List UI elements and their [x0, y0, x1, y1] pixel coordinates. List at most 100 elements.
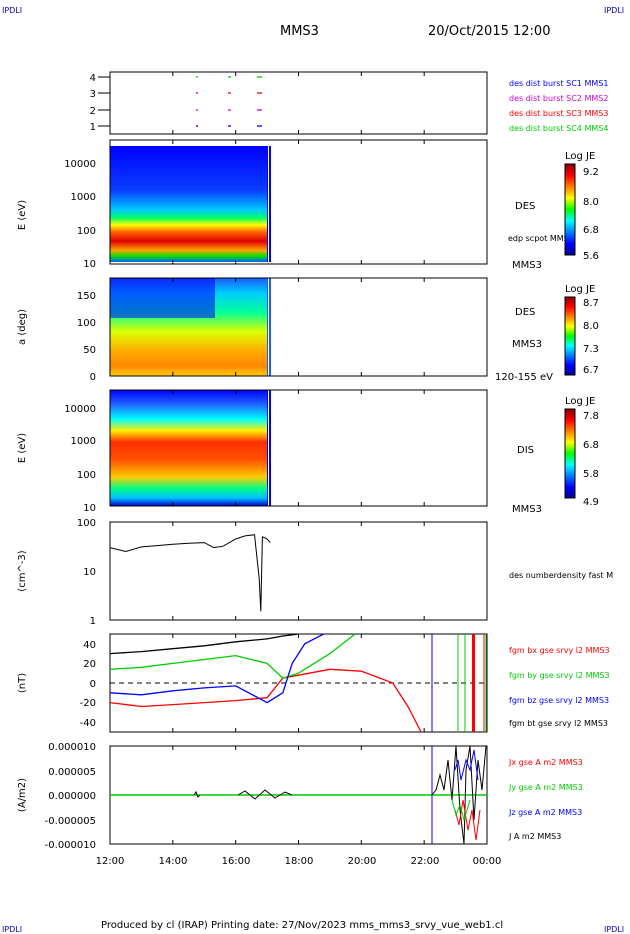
- fgm-ytick-m40: -40: [80, 718, 96, 729]
- current-legend-j: J A m2 MMS3: [508, 832, 561, 841]
- dis-energy-ytick-100: 100: [77, 470, 96, 481]
- current-noise-burst: [237, 789, 293, 800]
- footer-credit: Produced by cl (IRAP) Printing date: 27/…: [101, 920, 503, 931]
- des-pitch-ytick-100: 100: [77, 318, 96, 329]
- fgm-legend-bx: fgm bx gse srvy l2 MMS3: [509, 646, 610, 655]
- fgm-ytick-20: 20: [83, 659, 96, 670]
- des-pitch-cbar-tick-0: 8.7: [583, 298, 599, 309]
- fgm-ytick-m20: -20: [80, 698, 96, 709]
- des-pitch-colorbar: [564, 296, 576, 376]
- fgm-series-bx: [109, 668, 422, 733]
- burst-legend-mms2: des dist burst SC2 MMS2: [509, 94, 608, 103]
- burst-ytick-1: 1: [90, 122, 96, 133]
- fgm-legend-bt: fgm bt gse srvy l2 MMS3: [509, 719, 608, 728]
- dis-energy-cbar-title: Log JE: [565, 396, 595, 407]
- panel-burst-frame: [109, 71, 488, 135]
- dis-energy-ytick-10000: 10000: [64, 404, 96, 415]
- current-ytick-2: 0.000000: [48, 791, 96, 802]
- current-spike-green: [451, 799, 471, 822]
- current-spike-blue-2: [454, 749, 479, 781]
- burst-legend-mms4: des dist burst SC4 MMS4: [509, 124, 608, 133]
- dis-energy-spectrogram: [110, 390, 267, 506]
- panel-des-pitch: a (deg) 150 100 50 0 DES MMS3 120-155 eV…: [17, 277, 599, 383]
- panel-des-energy: E (eV) 10000 1000 100 10 DES edp scpot M…: [17, 139, 599, 271]
- current-legend-jx: Jx gse A m2 MMS3: [508, 758, 583, 767]
- fgm-ytick-40: 40: [83, 640, 96, 651]
- dis-energy-ylabel: E (eV): [17, 433, 28, 463]
- fgm-spike-red: [472, 634, 475, 732]
- dis-energy-ytick-1000: 1000: [71, 436, 96, 447]
- panel-dis-energy: E (eV) 10000 1000 100 10 DIS MMS3 Log JE…: [17, 389, 599, 515]
- xtick-1600: 16:00: [222, 856, 251, 867]
- des-energy-cbar-tick-3: 5.6: [583, 251, 599, 262]
- fgm-series-bt: [109, 633, 299, 655]
- dis-energy-cbar-tick-3: 4.9: [583, 497, 599, 508]
- burst-ytick-2: 2: [90, 106, 96, 117]
- current-ytick-0: 0.000010: [48, 742, 96, 753]
- edp-scpot-label: edp scpot MMS3: [508, 234, 574, 243]
- des-energy-cbar-tick-1: 8.0: [583, 197, 599, 208]
- xtick-0000: 00:00: [473, 856, 502, 867]
- dis-energy-cbar-tick-0: 7.8: [583, 411, 599, 422]
- dis-energy-ytick-10: 10: [83, 503, 96, 514]
- burst-legend-mms3: des dist burst SC3 MMS3: [509, 109, 608, 118]
- des-pitch-energy-range: 120-155 eV: [495, 372, 553, 383]
- density-ytick-10: 10: [83, 567, 96, 578]
- des-energy-spectrogram: [110, 146, 267, 262]
- fgm-series-by: [109, 633, 356, 679]
- des-energy-ytick-1000: 1000: [71, 192, 96, 203]
- des-energy-sc-label: MMS3: [512, 260, 542, 271]
- current-ytick-3: -0.000005: [45, 816, 96, 827]
- des-energy-label: DES: [515, 201, 535, 212]
- current-ytick-1: 0.000005: [48, 767, 96, 778]
- density-ytick-1: 1: [90, 616, 96, 627]
- current-spike-black: [431, 745, 487, 845]
- current-ylabel: (A/m2): [17, 778, 28, 812]
- spacecraft-title: MMS3: [280, 24, 319, 39]
- density-ylabel: (cm^-3): [17, 550, 28, 591]
- des-pitch-cbar-tick-1: 8.0: [583, 321, 599, 332]
- burst-legend-mms1: des dist burst SC1 MMS1: [509, 79, 608, 88]
- density-ytick-100: 100: [77, 518, 96, 529]
- des-pitch-ytick-150: 150: [77, 291, 96, 302]
- current-legend-jy: Jy gse A m2 MMS3: [508, 783, 583, 792]
- des-pitch-cbar-tick-2: 7.3: [583, 344, 599, 355]
- corner-tag-br: IPDLI: [604, 925, 624, 934]
- des-energy-ylabel: E (eV): [17, 200, 28, 230]
- corner-tag-tr: IPDLI: [604, 6, 624, 15]
- dis-energy-cbar-tick-1: 6.8: [583, 440, 599, 451]
- density-legend: des numberdensity fast M: [509, 571, 613, 580]
- des-pitch-label: DES: [515, 307, 535, 318]
- fgm-legend-by: fgm by gse srvy l2 MMS3: [509, 671, 610, 680]
- fgm-series-bz: [109, 633, 324, 704]
- xtick-1200: 12:00: [96, 856, 125, 867]
- burst-ytick-3: 3: [90, 89, 96, 100]
- fgm-ytick-0: 0: [90, 679, 96, 690]
- current-spike-red: [454, 799, 481, 841]
- panel-fgm: (nT) 40 20 0 -20 -40 fgm bx gse srvy l2 …: [17, 633, 610, 733]
- des-energy-ytick-10000: 10000: [64, 159, 96, 170]
- dis-energy-label: DIS: [517, 445, 534, 456]
- des-pitch-ylabel: a (deg): [17, 309, 28, 345]
- dis-energy-cbar-tick-2: 5.8: [583, 469, 599, 480]
- burst-ytick-4: 4: [90, 73, 96, 84]
- fgm-ylabel: (nT): [17, 673, 28, 693]
- des-energy-cbar-title: Log JE: [565, 151, 595, 162]
- xtick-2000: 20:00: [348, 856, 377, 867]
- panel-density-frame: [109, 521, 488, 621]
- dis-energy-colorbar: [564, 408, 576, 499]
- current-ytick-4: -0.000010: [45, 840, 96, 851]
- xtick-1800: 18:00: [285, 856, 314, 867]
- panel-current: (A/m2) 0.000010 0.000005 0.000000 -0.000…: [17, 742, 583, 867]
- panel-density: (cm^-3) 100 10 1 des numberdensity fast …: [17, 518, 613, 627]
- des-energy-ytick-100: 100: [77, 226, 96, 237]
- fgm-legend-bz: fgm bz gse srvy l2 MMS3: [509, 696, 609, 705]
- panel-burst: 4 3 2 1 des dist burst SC1 MMS1 des dist…: [90, 71, 608, 135]
- xtick-1400: 14:00: [159, 856, 188, 867]
- des-energy-cbar-tick-0: 9.2: [583, 167, 599, 178]
- des-energy-ytick-10: 10: [83, 259, 96, 270]
- des-energy-colorbar: [564, 163, 576, 256]
- des-pitch-cbar-title: Log JE: [565, 284, 595, 295]
- date-title: 20/Oct/2015 12:00: [428, 24, 550, 39]
